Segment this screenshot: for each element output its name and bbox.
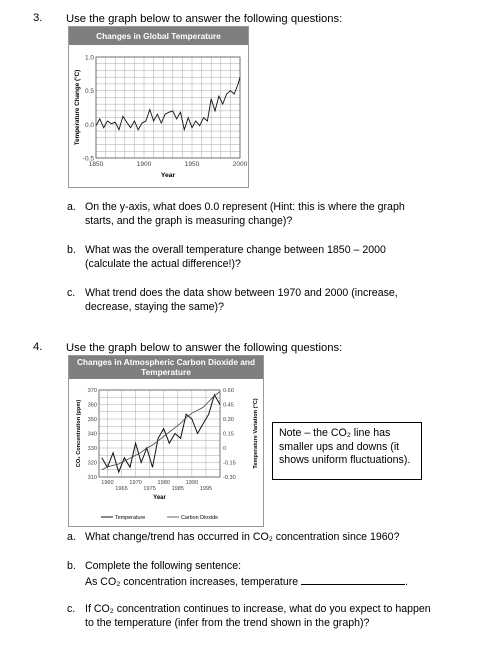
chart2-y2-axis-label: Temperature Variation (°C) bbox=[253, 398, 259, 468]
legend-temperature-label: Temperature bbox=[115, 515, 145, 521]
question-3a-line1: On the y-axis, what does 0.0 represent (… bbox=[85, 201, 405, 213]
question-4b-sentence: As CO₂ concentration increases, temperat… bbox=[85, 576, 299, 588]
question-4c-line1: If CO₂ concentration continues to increa… bbox=[85, 603, 431, 615]
question-3b-prefix: b. bbox=[67, 244, 76, 256]
question-4a-prefix: a. bbox=[67, 531, 76, 543]
chart2-title: Changes in Atmospheric Carbon Dioxide an… bbox=[69, 356, 263, 379]
question-3c-line1: What trend does the data show between 19… bbox=[85, 287, 398, 299]
chart1-temperature-line bbox=[95, 77, 241, 132]
chart2-y2-tick-label: 0.60 bbox=[223, 388, 234, 394]
question-4a-line1: What change/trend has occurred in CO₂ co… bbox=[85, 531, 400, 543]
chart2-y-tick-label: 340 bbox=[88, 432, 97, 438]
chart2-x-tick-label: 1970 bbox=[129, 480, 141, 486]
question-3c-line2: decrease, staying the same)? bbox=[85, 301, 224, 313]
chart2-x-axis-label: Year bbox=[153, 495, 166, 501]
question-4c-line2: to the temperature (infer from the trend… bbox=[85, 617, 370, 629]
question-4b-line1: Complete the following sentence: bbox=[85, 560, 242, 572]
question-3a-prefix: a. bbox=[67, 201, 76, 213]
chart2-y2-tick-label: -0.30 bbox=[223, 475, 236, 481]
answer-blank[interactable] bbox=[301, 574, 406, 585]
question-4b-prefix: b. bbox=[67, 560, 76, 572]
chart2-co2-line bbox=[101, 391, 221, 471]
chart2-svg: 370 360 350 340 330 320 310 0.60 0.45 0.30 0.15 0 -0… bbox=[76, 388, 259, 521]
chart2-y2-tick-label: 0.45 bbox=[223, 403, 234, 409]
chart2-y-axis-label: CO₂ Concentration (ppm) bbox=[76, 400, 82, 468]
question-3a-line2: starts, and the graph is measuring chang… bbox=[85, 215, 293, 227]
chart2-x-tick-label: 1995 bbox=[200, 486, 212, 492]
chart1-y-tick-label: 0.5 bbox=[85, 88, 94, 95]
note-line-3: shows uniform fluctuations). bbox=[279, 454, 411, 466]
chart2-temperature-line bbox=[101, 393, 221, 474]
chart2-x-tick-label: 1990 bbox=[186, 480, 198, 486]
chart2-y-tick-label: 360 bbox=[88, 403, 97, 409]
note-line-2: smaller ups and downs (it bbox=[279, 440, 400, 453]
chart1-title: Changes in Global Temperature bbox=[69, 27, 248, 45]
chart2-x-tick-label: 1975 bbox=[143, 486, 155, 492]
global-temperature-chart: Changes in Global Temperature 1.0 0.5 0.0 -… bbox=[68, 26, 249, 188]
chart2-x-tick-label: 1960 bbox=[101, 480, 113, 486]
chart1-x-tick-label: 1850 bbox=[89, 161, 104, 168]
chart2-x-tick-label: 1985 bbox=[172, 486, 184, 492]
question-3c-prefix: c. bbox=[67, 287, 76, 299]
chart1-y-tick-label: 0.0 bbox=[85, 122, 94, 129]
legend-co2-label: Carbon Dioxide bbox=[181, 515, 218, 521]
co2-temperature-chart: Changes in Atmospheric Carbon Dioxide an… bbox=[68, 355, 264, 527]
chart1-y-axis-label: Temperature Change (°C) bbox=[73, 70, 81, 146]
chart1-x-tick-label: 2000 bbox=[233, 161, 248, 168]
question-4-instruction: Use the graph below to answer the follow… bbox=[66, 342, 343, 354]
question-3b-line2: (calculate the actual difference!)? bbox=[85, 258, 241, 270]
chart2-y-tick-label: 370 bbox=[88, 388, 97, 394]
chart1-x-axis-label: Year bbox=[161, 172, 176, 179]
chart1-plot-frame bbox=[95, 56, 241, 159]
question-4-number: 4. bbox=[33, 341, 43, 353]
question-4c-prefix: c. bbox=[67, 603, 76, 615]
question-4b-line2: As CO₂ concentration increases, temperat… bbox=[85, 574, 408, 590]
chart2-y2-tick-label: -0.15 bbox=[223, 461, 236, 467]
chart1-x-tick-label: 1900 bbox=[137, 161, 152, 168]
chart2-y-tick-label: 310 bbox=[88, 475, 97, 481]
question-3b-line1: What was the overall temperature change … bbox=[85, 244, 386, 256]
chart2-y-tick-label: 330 bbox=[88, 446, 97, 452]
question-3-number: 3. bbox=[33, 12, 43, 24]
chart2-y2-tick-label: 0.30 bbox=[223, 417, 234, 423]
chart2-y2-tick-label: 0.15 bbox=[223, 432, 234, 438]
chart2-y2-tick-label: 0 bbox=[223, 446, 226, 452]
chart2-y-tick-label: 320 bbox=[88, 461, 97, 467]
co2-note-box: Note – the CO₂ line has smaller ups and … bbox=[272, 422, 422, 480]
chart1-y-tick-label: 1.0 bbox=[85, 55, 94, 62]
question-3-instruction: Use the graph below to answer the follow… bbox=[66, 13, 343, 25]
chart2-plot-frame bbox=[98, 389, 221, 478]
chart1-x-tick-label: 1950 bbox=[185, 161, 200, 168]
chart2-x-tick-label: 1980 bbox=[157, 480, 169, 486]
question-4b-period: . bbox=[405, 576, 409, 588]
chart2-y-tick-label: 350 bbox=[88, 417, 97, 423]
chart1-y-tick-label: -0.5 bbox=[83, 156, 95, 163]
note-line-1: Note – the CO₂ line has bbox=[279, 427, 391, 439]
chart2-x-tick-label: 1965 bbox=[115, 486, 127, 492]
